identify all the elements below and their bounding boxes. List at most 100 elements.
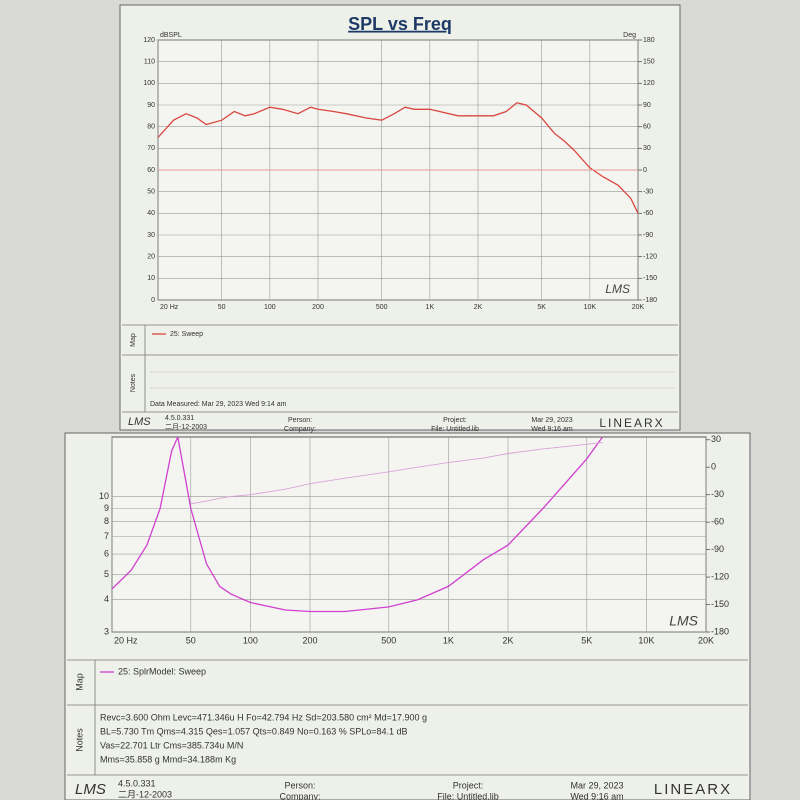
y2-tick-label: 30 [711,434,721,444]
footer-print-time: Wed 9:16 am [570,791,623,800]
notes-text: Data Measured: Mar 29, 2023 Wed 9:14 am [150,401,287,408]
footer-project: Project: [443,417,467,424]
x-tick-label: 50 [186,635,196,645]
footer-print-date: Mar 29, 2023 [570,780,623,790]
footer-version: 4.5.0.331 [165,415,194,422]
x-tick-label: 20 Hz [160,304,179,311]
series-line [158,102,638,214]
y2-tick-label: -180 [643,297,657,304]
legend-label: 25: Sweep [170,331,203,338]
y2-tick-label: -150 [643,275,657,282]
y2-tick-label: 30 [643,145,651,152]
x-tick-label: 20 Hz [114,635,138,645]
y-tick-label: 10 [147,275,155,282]
y-tick-label: 20 [147,254,155,261]
footer-brand: LINEARX [599,416,664,430]
map-label: Map [74,673,84,691]
y-tick-label: 60 [147,167,155,174]
footer-person: Person: [288,417,312,424]
notes-text: BL=5.730 Tm Qms=4.315 Qes=1.057 Qts=0.84… [100,726,408,736]
footer-company: Company: [279,791,320,800]
footer-date: 二月-12-2003 [165,423,207,431]
y-tick-label: 100 [143,80,155,87]
y-tick-label: 0 [151,297,155,304]
x-tick-label: 2K [474,304,483,311]
y2-tick-label: -30 [643,189,653,196]
footer-brand: LINEARX [654,781,732,798]
x-tick-label: 5K [581,635,592,645]
x-tick-label: 10K [584,304,597,311]
x-tick-label: 500 [376,304,388,311]
series-line [190,442,603,505]
footer-file: File: Untitled.lib [431,426,479,433]
y2-tick-label: 0 [711,462,716,472]
x-tick-label: 200 [302,635,317,645]
notes-text: Revc=3.600 Ohm Levc=471.346u H Fo=42.794… [100,712,427,722]
y-tick-label: 40 [147,210,155,217]
x-tick-label: 10K [638,635,654,645]
x-tick-label: 200 [312,304,324,311]
x-tick-label: 5K [537,304,546,311]
y2-tick-label: -180 [711,626,729,636]
y2-tick-label: -60 [711,517,724,527]
x-tick-label: 1K [443,635,454,645]
x-tick-label: 100 [264,304,276,311]
y2-tick-label: -90 [711,544,724,554]
y-tick-label: 110 [144,59,155,66]
y2-tick-label: -30 [711,489,724,499]
y-tick-label: 9 [104,503,109,513]
plot-area [111,436,707,633]
y-tick-label: 8 [104,516,109,526]
y-tick-label: 120 [143,37,155,44]
y-tick-label: 90 [147,102,155,109]
y2-tick-label: 0 [643,167,647,174]
footer-print-date: Mar 29, 2023 [531,417,572,424]
footer-logo: LMS [128,416,151,428]
series-line [112,437,604,613]
y2-tick-label: 120 [643,80,655,87]
y2-tick-label: 60 [643,124,651,131]
chart-title: SPL vs Freq [348,14,452,34]
y-tick-label: 50 [147,189,155,196]
watermark: LMS [605,282,630,296]
y-tick-label: 7 [104,531,109,541]
footer-company: Company: [284,426,316,433]
footer-version: 4.5.0.331 [118,778,156,788]
y-tick-label: 6 [104,548,109,558]
y-tick-label: 30 [147,232,155,239]
y-tick-label: 5 [104,569,109,579]
bottom-panel: Map Notes Revc=3.600 Ohm Levc=471.346u H… [64,432,751,800]
footer-logo: LMS [75,781,106,798]
x-tick-label: 1K [426,304,435,311]
notes-text: Mms=35.858 g Mmd=34.188m Kg [100,754,236,764]
x-tick-label: 20K [632,304,645,311]
y2-tick-label: -120 [711,571,729,581]
x-tick-label: 100 [243,635,258,645]
y2-tick-label: -90 [643,232,653,239]
legend-label: 25: SplrModel: Sweep [118,666,206,676]
watermark: LMS [669,613,698,629]
y-axis-label: dBSPL [160,32,182,39]
x-tick-label: 50 [218,304,226,311]
notes-label: Notes [74,728,84,752]
footer-person: Person: [284,780,315,790]
x-tick-label: 20K [698,635,714,645]
y2-tick-label: 180 [643,37,655,44]
y-tick-label: 70 [147,145,155,152]
y-tick-label: 80 [147,124,155,131]
notes-text: Vas=22.701 Ltr Cms=385.734u M/N [100,740,243,750]
y2-tick-label: 150 [643,59,655,66]
y2-tick-label: -60 [643,210,653,217]
y-tick-label: 4 [104,594,109,604]
top-panel: Map Notes Data Measured: Mar 29, 2023 We… [119,4,681,433]
y2-tick-label: -150 [711,599,729,609]
footer-file: File: Untitled.lib [437,791,499,800]
y2-tick-label: 90 [643,102,651,109]
notes-label: Notes [130,373,137,392]
footer-date: 二月-12-2003 [118,789,172,799]
x-tick-label: 500 [381,635,396,645]
y-tick-label: 10 [99,491,109,501]
map-label: Map [130,333,137,347]
y-tick-label: 3 [104,626,109,636]
